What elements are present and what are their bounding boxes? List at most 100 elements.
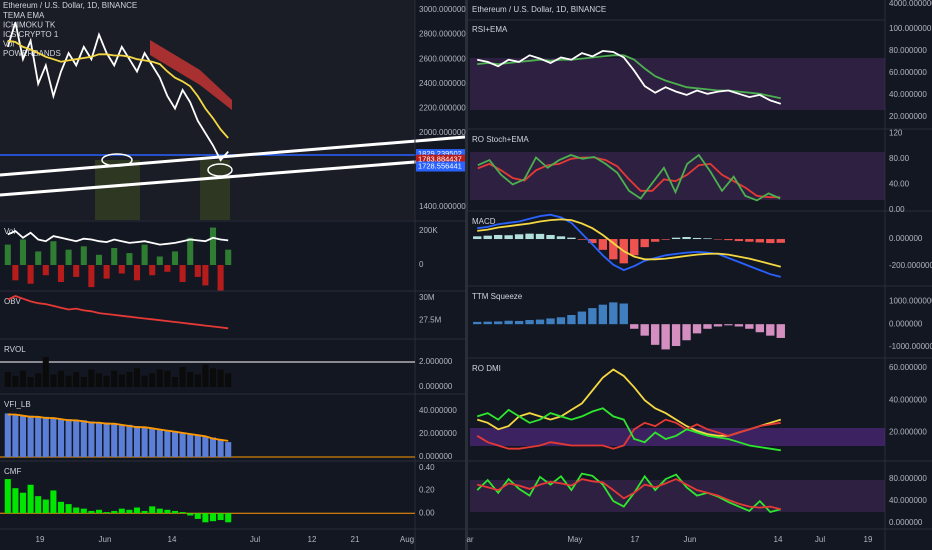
bar [80, 420, 87, 458]
pane-title: MACD [472, 217, 496, 226]
bar [95, 254, 103, 266]
bar [473, 321, 482, 325]
bar [776, 324, 785, 338]
x-tick-label: 19 [864, 535, 873, 544]
bar [80, 508, 87, 514]
y-tick-label: 2000.000000 [419, 128, 466, 137]
bar [4, 372, 11, 387]
line [7, 295, 229, 330]
bar [187, 372, 194, 387]
bar [95, 373, 103, 387]
bar [724, 239, 733, 241]
y-tick-label: 0.40 [419, 463, 435, 472]
bar [19, 415, 27, 458]
bar [766, 239, 775, 244]
bar [12, 414, 19, 458]
line [476, 407, 781, 452]
bar [546, 318, 555, 325]
y-tick-label: 0.00 [419, 508, 435, 517]
bar [171, 251, 179, 266]
price-marker [416, 154, 465, 165]
bar [671, 237, 681, 240]
y-tick-label: 20.000000 [419, 429, 457, 438]
bar [692, 237, 702, 240]
y-tick-label: 1400.000000 [419, 202, 466, 211]
pane-title: TTM Squeeze [472, 292, 523, 301]
bar [50, 374, 57, 387]
bar [95, 422, 103, 458]
y-tick-label: -1000.000000 [889, 342, 932, 351]
bar [88, 369, 95, 387]
bar [194, 374, 201, 387]
bar [88, 510, 95, 514]
bar [149, 428, 156, 458]
line [477, 156, 781, 199]
pane-title: VFI_LB [4, 400, 31, 409]
y-tick-label: 20.000000 [889, 428, 927, 437]
bar [745, 324, 754, 329]
bar [483, 235, 492, 240]
bar [103, 512, 110, 514]
y-tick-label: 0.000000 [889, 319, 923, 328]
y-tick-label: 60.000000 [889, 68, 927, 77]
legend-item: ICHIMOKU TK [3, 21, 56, 30]
bar [225, 249, 232, 266]
left-header: Ethereum / U.S. Dollar, 1D, BINANCE [3, 1, 137, 10]
x-tick-label: Jun [99, 535, 112, 544]
bar [118, 508, 125, 514]
line [477, 213, 782, 278]
bar [164, 430, 171, 458]
y-tick-label: 80.000000 [889, 474, 927, 483]
bar [504, 320, 513, 325]
circle-annotation [207, 163, 233, 177]
bar [88, 421, 95, 458]
bar [88, 265, 95, 288]
bar [504, 235, 513, 240]
bar [202, 436, 209, 458]
bar [65, 504, 72, 514]
stoch-band [470, 152, 885, 200]
bar [4, 413, 11, 458]
pane-title: RO Stoch+EMA [472, 135, 529, 144]
bar [111, 370, 118, 387]
price-marker [416, 149, 465, 160]
bar [650, 324, 660, 345]
bar [126, 509, 133, 514]
bar [141, 375, 148, 387]
y-tick-label: 120 [889, 128, 903, 137]
bar [217, 369, 224, 387]
bar [535, 233, 545, 240]
bar [194, 265, 201, 277]
y-tick-label: 40.00 [889, 180, 910, 189]
price-marker [416, 161, 465, 172]
bar [126, 372, 133, 387]
bar [4, 244, 11, 266]
x-tick-label: Jul [250, 535, 260, 544]
bar [95, 509, 103, 514]
bar [103, 375, 110, 387]
y-tick-label: 40.000000 [889, 90, 927, 99]
bar [609, 239, 618, 260]
bar [682, 324, 691, 341]
bar [133, 265, 141, 281]
line [7, 39, 229, 139]
bar [661, 324, 670, 350]
bar [50, 490, 57, 514]
bar [692, 324, 702, 334]
divider [465, 0, 468, 550]
bar [133, 426, 141, 458]
bar [149, 373, 156, 387]
y-tick-label: 2400.000000 [419, 79, 466, 88]
bar [80, 377, 87, 387]
pane-title: RVOL [4, 345, 26, 354]
bar [42, 416, 49, 458]
y-tick-label: 100.000000 [889, 24, 932, 33]
pane-title: Vol [4, 227, 15, 236]
bar [713, 239, 723, 240]
price-marker-label: 1829.239502 [418, 149, 462, 158]
bar [65, 375, 72, 387]
bar [630, 239, 639, 256]
bar [493, 321, 503, 325]
bar [27, 377, 34, 387]
bar [57, 419, 65, 458]
